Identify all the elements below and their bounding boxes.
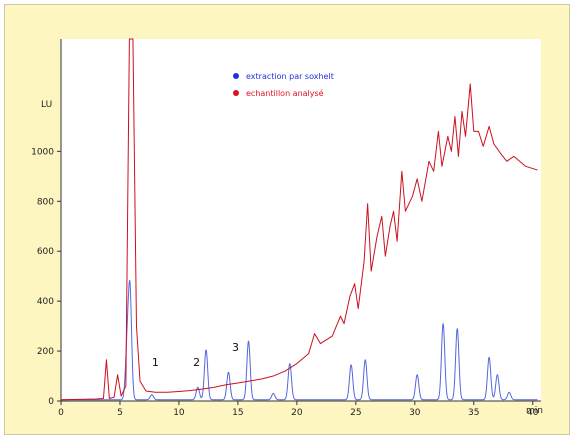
legend-swatch-echantillon	[233, 90, 239, 96]
x-tick-label: 30	[409, 408, 421, 418]
x-tick-label: 0	[58, 408, 64, 418]
x-tick-label: 10	[173, 408, 185, 418]
y-tick-label: 200	[37, 347, 54, 357]
x-tick-label: 40	[527, 408, 539, 418]
x-axis-unit: min	[526, 406, 543, 416]
peak-annotation: 3	[232, 341, 239, 354]
legend-swatch-extraction	[233, 73, 239, 79]
legend: extraction par soxhelt echantillon analy…	[233, 72, 334, 98]
y-axis-label: LU	[41, 100, 52, 110]
y-tick-label: 1000	[31, 147, 54, 157]
x-tick-label: 35	[468, 408, 479, 418]
peak-annotations: 1 2 3	[152, 341, 239, 369]
x-tick-label: 5	[117, 408, 123, 418]
peak-annotation: 2	[193, 356, 200, 369]
legend-label-extraction: extraction par soxhelt	[246, 72, 334, 81]
y-tick-label: 0	[48, 397, 54, 407]
y-tick-label: 600	[37, 247, 54, 257]
series-line-extraction-par-soxhelt	[60, 280, 538, 401]
legend-label-echantillon: echantillon analysé	[246, 88, 324, 98]
plot-area	[61, 39, 541, 401]
series-line-echantillon-analyse	[60, 38, 538, 401]
x-tick-label: 20	[291, 408, 303, 418]
y-tick-label: 800	[37, 197, 54, 207]
x-tick-label: 25	[350, 408, 361, 418]
y-tick-label: 400	[37, 297, 54, 307]
x-tick-label: 15	[232, 408, 243, 418]
peak-annotation: 1	[152, 356, 159, 369]
